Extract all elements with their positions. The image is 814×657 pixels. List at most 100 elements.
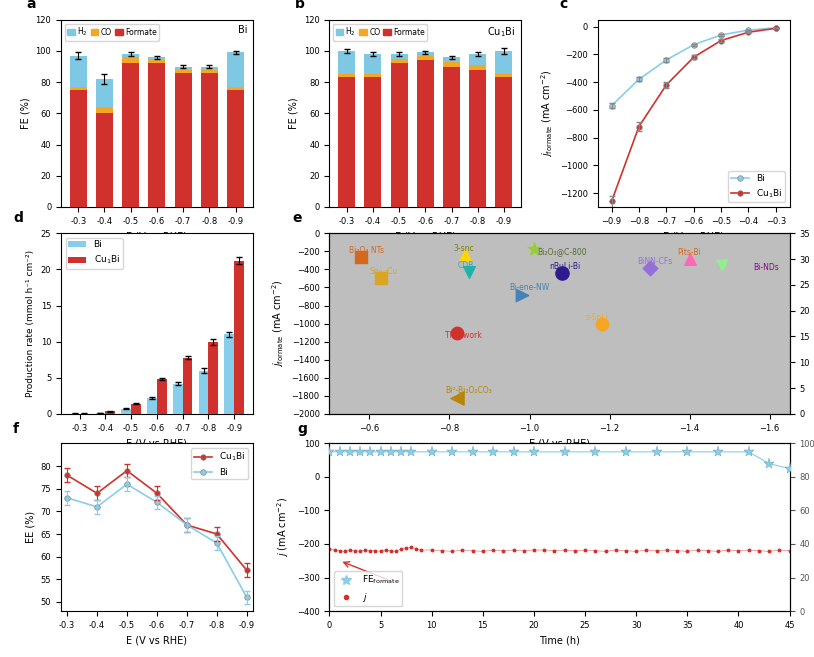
Bi <box>122 480 132 488</box>
Bar <box>122 57 139 64</box>
Line: Cu$_1$Bi: Cu$_1$Bi <box>64 468 250 573</box>
Point <box>451 392 464 403</box>
Bar <box>338 74 355 78</box>
Text: Cu$_1$Bi: Cu$_1$Bi <box>488 26 515 39</box>
Legend: FE$_{\mathrm{formate}}$, $j$: FE$_{\mathrm{formate}}$, $j$ <box>334 571 402 606</box>
Bi <box>771 24 781 32</box>
Bi <box>152 499 162 507</box>
Text: b: b <box>295 0 304 11</box>
Cu$_1$Bi <box>242 566 252 574</box>
Bar <box>365 78 382 207</box>
Bar <box>182 357 192 414</box>
Bar <box>391 64 408 207</box>
Legend: Cu$_1$Bi, Bi: Cu$_1$Bi, Bi <box>191 448 248 480</box>
Bar <box>227 87 244 90</box>
Bar <box>70 90 87 207</box>
Cu$_1$Bi <box>122 466 132 474</box>
Bar <box>121 409 131 414</box>
Bar <box>338 78 355 207</box>
Bar <box>496 51 513 74</box>
Text: Sn₀.₇Cu: Sn₀.₇Cu <box>370 267 398 276</box>
Bi <box>212 539 221 547</box>
Bar <box>391 54 408 58</box>
Bar <box>148 60 165 64</box>
Bar <box>417 53 434 56</box>
Text: Bi-ene-NW: Bi-ene-NW <box>510 283 549 292</box>
Bar <box>70 56 87 87</box>
Cu$_1$Bi <box>771 24 781 32</box>
Bi <box>634 76 644 83</box>
Bar <box>496 74 513 78</box>
Bar <box>365 54 382 74</box>
Bar <box>201 66 218 70</box>
Point <box>355 252 368 262</box>
Bi <box>182 521 192 529</box>
X-axis label: E (V vs RHE): E (V vs RHE) <box>395 231 456 241</box>
Point <box>451 327 464 338</box>
Legend: Bi, Cu$_1$Bi: Bi, Cu$_1$Bi <box>66 238 122 269</box>
Bar <box>469 54 486 65</box>
Bar <box>174 66 191 70</box>
Bar <box>96 79 113 107</box>
Legend: H$_2$, CO, Formate: H$_2$, CO, Formate <box>65 24 159 41</box>
Bar <box>131 404 141 414</box>
Bar <box>227 53 244 87</box>
Bar <box>201 73 218 207</box>
Bar <box>443 57 460 62</box>
Text: Bi-NDs: Bi-NDs <box>754 263 779 272</box>
Legend: H$_2$, CO, Formate: H$_2$, CO, Formate <box>333 24 427 41</box>
Y-axis label: FE (%): FE (%) <box>20 97 30 129</box>
Line: Bi: Bi <box>64 482 250 600</box>
Text: This work: This work <box>445 331 482 340</box>
Cu$_1$Bi <box>744 28 754 36</box>
Text: c: c <box>559 0 568 11</box>
Bar <box>234 261 244 414</box>
Bi <box>689 41 698 49</box>
Bi <box>744 26 754 34</box>
Text: d: d <box>13 212 23 225</box>
Bar <box>95 413 105 414</box>
Bi <box>662 56 672 64</box>
Bar <box>365 74 382 78</box>
Point <box>683 253 696 263</box>
Cu$_1$Bi <box>662 81 672 89</box>
Text: Bi: Bi <box>238 26 247 35</box>
X-axis label: E (V vs RHE): E (V vs RHE) <box>126 438 187 448</box>
Text: nBuLi-Bi: nBuLi-Bi <box>549 262 580 271</box>
Bar <box>70 87 87 90</box>
X-axis label: E (V vs RHE): E (V vs RHE) <box>126 635 187 645</box>
Text: s-SnLi: s-SnLi <box>585 313 608 322</box>
Point <box>459 250 472 260</box>
Bar <box>469 65 486 70</box>
Cu$_1$Bi <box>62 471 72 479</box>
Bar <box>174 73 191 207</box>
Point <box>643 262 656 273</box>
Line: Cu$_1$Bi: Cu$_1$Bi <box>609 26 779 204</box>
Text: Bi₂O₃ NTs: Bi₂O₃ NTs <box>349 246 384 255</box>
Bar <box>391 58 408 64</box>
Text: e: e <box>293 212 302 225</box>
Cu$_1$Bi <box>182 521 192 529</box>
Y-axis label: FE (%): FE (%) <box>288 97 299 129</box>
Y-axis label: $j_{\mathrm{formate}}$ (mA cm$^{-2}$): $j_{\mathrm{formate}}$ (mA cm$^{-2}$) <box>270 280 286 367</box>
Legend: Bi, Cu$_1$Bi: Bi, Cu$_1$Bi <box>729 171 785 202</box>
Text: Bi₂O₃@C-800: Bi₂O₃@C-800 <box>537 247 587 256</box>
Bar <box>174 70 191 73</box>
Text: CDB: CDB <box>457 261 474 270</box>
Cu$_1$Bi <box>716 37 726 45</box>
Bar <box>148 64 165 207</box>
Cu$_1$Bi <box>152 489 162 497</box>
Point <box>527 243 540 254</box>
Point <box>463 267 476 277</box>
X-axis label: Time (h): Time (h) <box>539 635 580 645</box>
Bar <box>201 70 218 73</box>
Text: BiNN-CFs: BiNN-CFs <box>637 257 673 266</box>
Bar <box>227 90 244 207</box>
Bar <box>199 371 208 414</box>
Point <box>595 319 608 329</box>
Bar <box>496 78 513 207</box>
Point <box>375 272 388 283</box>
Bar <box>96 107 113 113</box>
Bar <box>96 113 113 207</box>
Text: f: f <box>13 422 19 436</box>
